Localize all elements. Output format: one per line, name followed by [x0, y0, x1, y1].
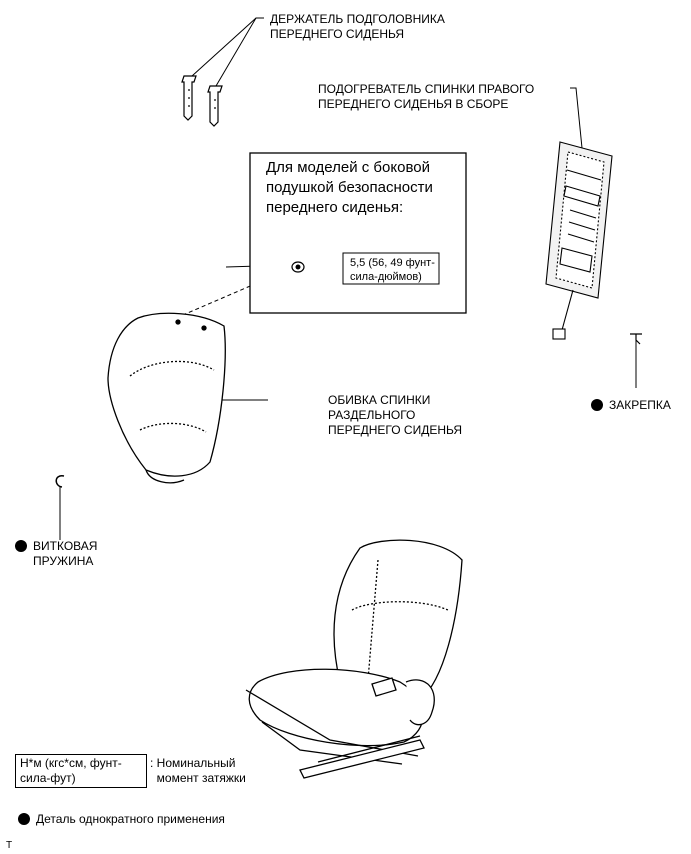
label-seat-heater: ПОДОГРЕВАТЕЛЬ СПИНКИ ПРАВОГО ПЕРЕДНЕГО С…	[318, 82, 535, 111]
seat-heater	[545, 141, 613, 340]
clip-part	[630, 333, 642, 345]
seat-back-cover	[107, 312, 226, 484]
footer-mark: T	[6, 840, 13, 851]
one-time-use-dot-spring	[15, 540, 27, 552]
legend-torque-units: Н*м (кгс*см, фунт- сила-фут)	[20, 756, 122, 785]
label-seat-back-cover: ОБИВКА СПИНКИ РАЗДЕЛЬНОГО ПЕРЕДНЕГО СИДЕ…	[328, 393, 463, 437]
label-spring: ВИТКОВАЯ ПРУЖИНА	[33, 539, 98, 568]
airbag-torque-value: 5,5 (56, 49 фунт- сила-дюймов)	[350, 257, 435, 283]
torque-callout-box	[342, 252, 440, 285]
legend-one-time-use: Деталь однократного применения	[36, 812, 225, 826]
leader-lines	[59, 17, 637, 540]
one-time-use-dot-legend	[18, 813, 30, 825]
label-headrest-holder: ДЕРЖАТЕЛЬ ПОДГОЛОВНИКА ПЕРЕДНЕГО СИДЕНЬЯ	[270, 12, 445, 41]
airbag-models-box	[249, 152, 467, 314]
complete-seat	[245, 539, 463, 779]
airbag-box-text: Для моделей с боковой подушкой безопасно…	[266, 159, 433, 216]
headrest-holders	[181, 75, 223, 127]
spring-part	[55, 475, 65, 488]
legend-torque-desc: : Номинальный момент затяжки	[150, 756, 246, 785]
one-time-use-dot-clip	[591, 399, 603, 411]
label-clip: ЗАКРЕПКА	[609, 398, 671, 412]
nut-icon	[291, 261, 305, 273]
legend-torque-box	[15, 754, 147, 788]
